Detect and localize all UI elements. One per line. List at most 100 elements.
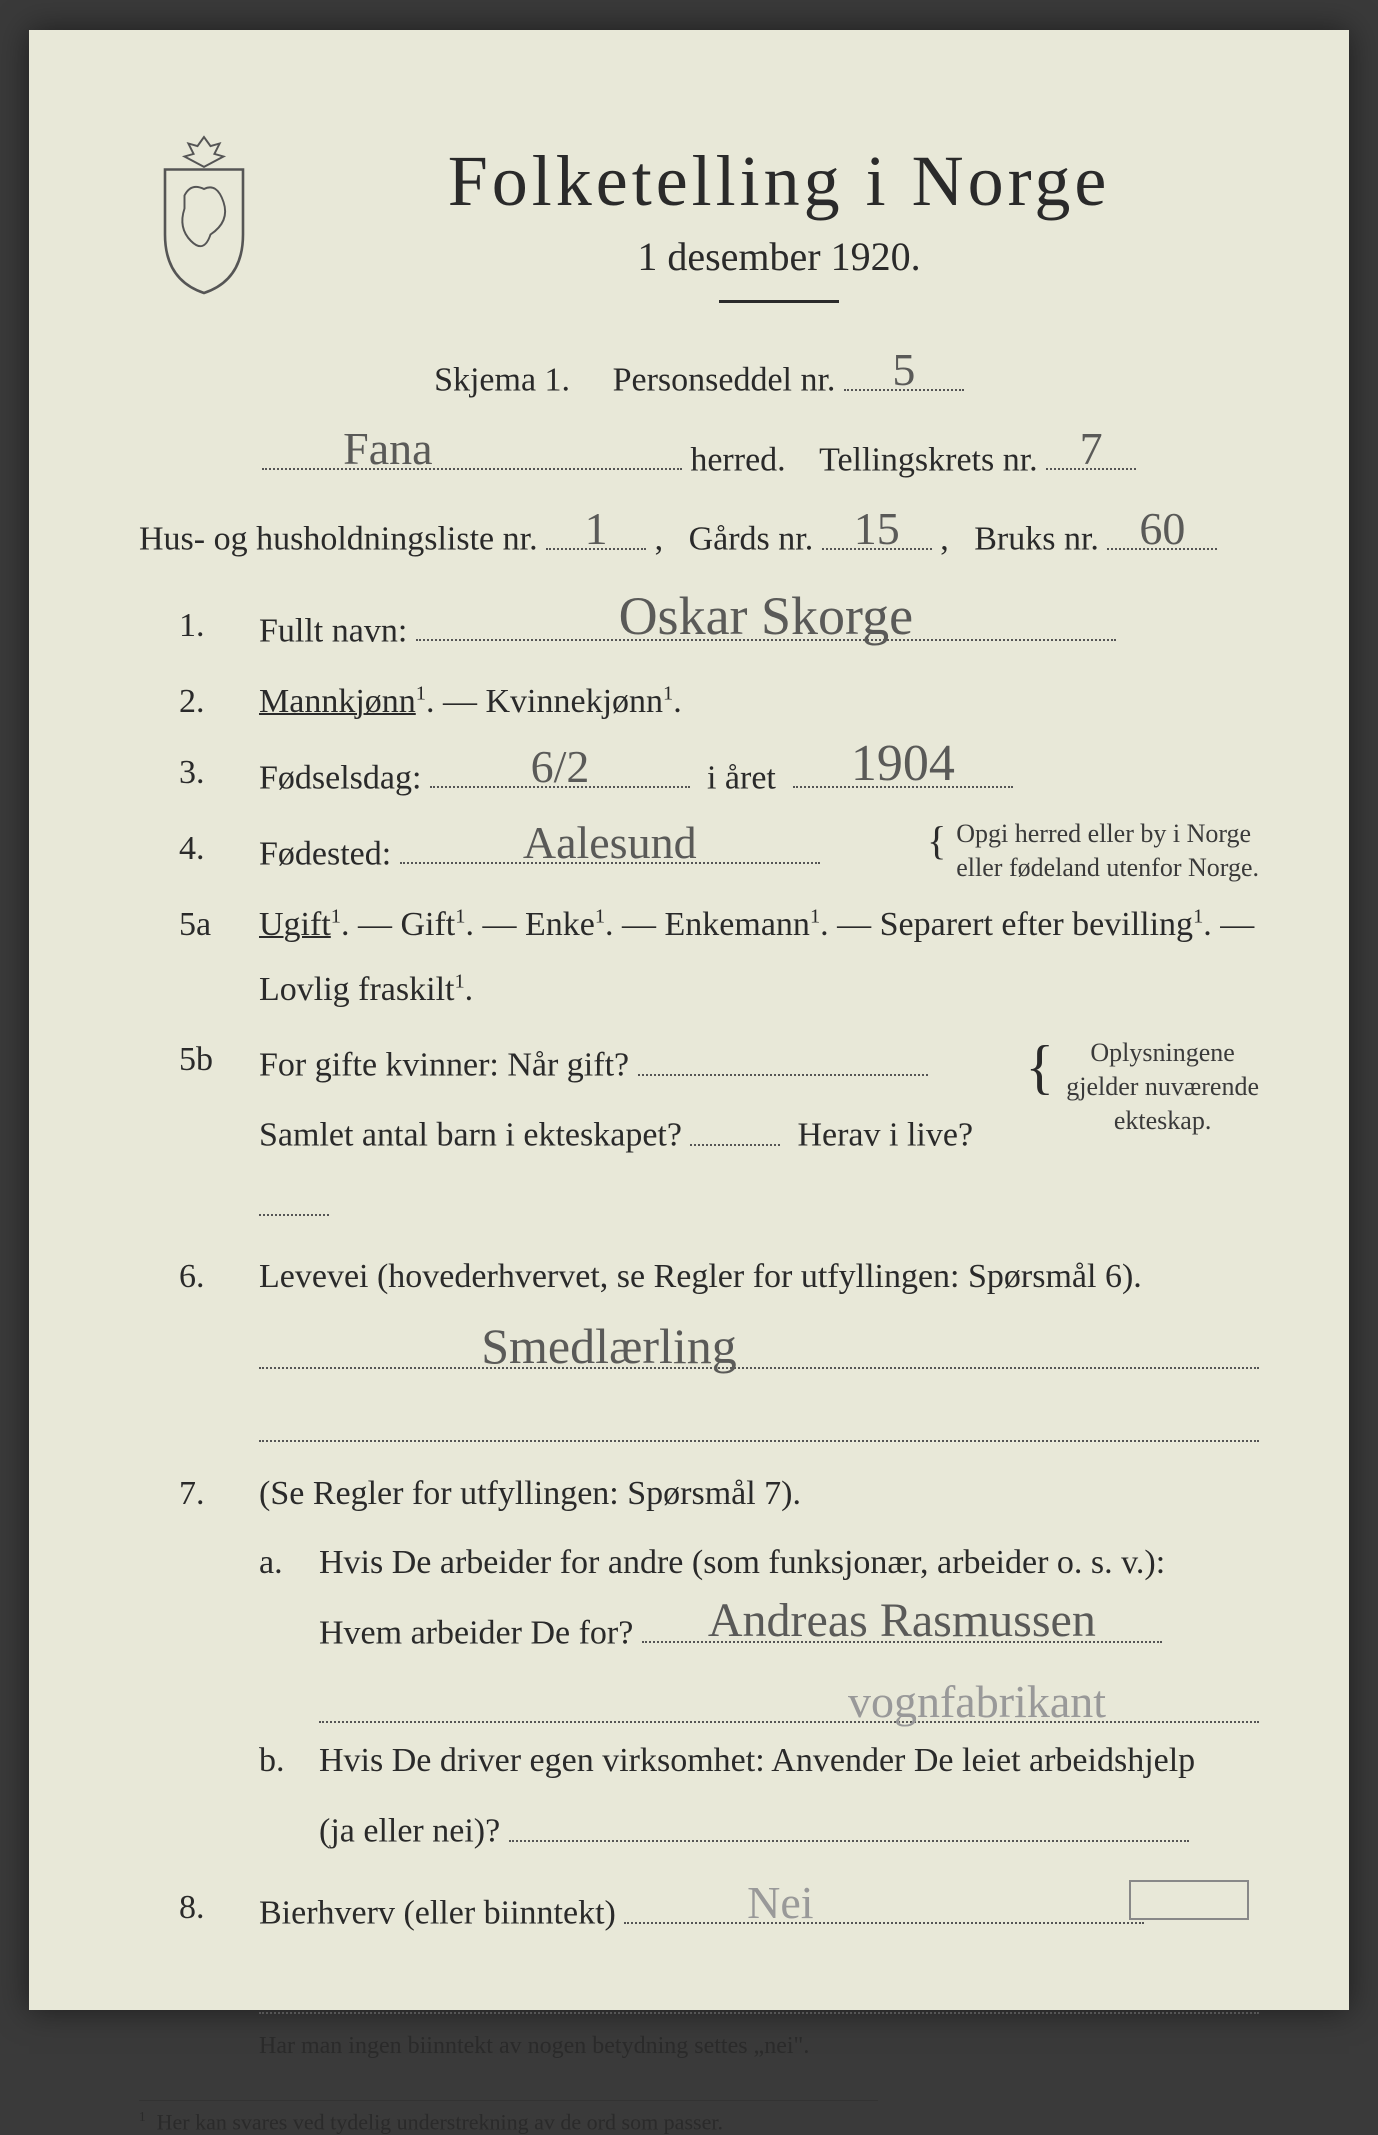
q8-value: Nei — [747, 1880, 813, 1926]
q6: 6. Levevei (hovederhvervet, se Regler fo… — [179, 1245, 1259, 1443]
archive-stamp-icon — [1129, 1880, 1249, 1920]
q7a: a. Hvis De arbeider for andre (som funks… — [259, 1531, 1259, 1723]
q7a-value2: vognfabrikant — [848, 1679, 1106, 1725]
q6-value: Smedlærling — [481, 1321, 737, 1371]
q6-label: Levevei (hovederhvervet, se Regler for u… — [259, 1258, 1142, 1295]
bruks-field: 60 — [1107, 502, 1217, 550]
q7b-num: b. — [259, 1729, 299, 1864]
tellingskrets-label: Tellingskrets nr. — [819, 441, 1038, 478]
personseddel-label: Personseddel nr. — [613, 362, 836, 399]
q2-kvinne: Kvinnekjønn — [485, 683, 663, 720]
q3-label: Fødselsdag: — [259, 759, 421, 796]
q7a-line2: Hvem arbeider De for? — [319, 1614, 633, 1651]
q4: 4. Fødested: Aalesund { Opgi herred elle… — [179, 817, 1259, 887]
q4-value: Aalesund — [523, 820, 697, 866]
q3-num: 3. — [179, 741, 239, 811]
q8-field: Nei — [624, 1876, 1144, 1924]
q5b-num: 5b — [179, 1028, 239, 1239]
q1-label: Fullt navn: — [259, 612, 407, 649]
schema-label: Skjema 1. — [434, 362, 570, 399]
q5a-gift: Gift — [400, 906, 455, 943]
bruks-label: Bruks nr. — [974, 521, 1099, 558]
tellingskrets-field: 7 — [1046, 423, 1136, 471]
q2-num: 2. — [179, 670, 239, 735]
husliste-line: Hus- og husholdningsliste nr. 1 , Gårds … — [139, 502, 1259, 574]
footnote-marker: 1 — [139, 2109, 146, 2124]
q7a-line1: Hvis De arbeider for andre (som funksjon… — [319, 1531, 1259, 1596]
title-block: Folketelling i Norge 1 desember 1920. — [299, 130, 1259, 333]
q2-mann: Mannkjønn — [259, 683, 416, 720]
personseddel-value: 5 — [892, 347, 915, 393]
q7b: b. Hvis De driver egen virksomhet: Anven… — [259, 1729, 1259, 1864]
q7b-line1: Hvis De driver egen virksomhet: Anvender… — [319, 1729, 1259, 1794]
q8-label: Bierhverv (eller biinntekt) — [259, 1895, 616, 1932]
q5b: 5b For gifte kvinner: Når gift? Samlet a… — [179, 1028, 1259, 1239]
q7-label: (Se Regler for utfyllingen: Spørsmål 7). — [259, 1475, 801, 1512]
q4-field: Aalesund — [400, 817, 820, 865]
tellingskrets-value: 7 — [1080, 426, 1103, 472]
q3-year: 1904 — [851, 738, 955, 790]
q7a-field-2: vognfabrikant — [319, 1676, 1259, 1724]
q7a-num: a. — [259, 1531, 299, 1723]
herred-field: Fana — [262, 423, 682, 471]
q4-label: Fødested: — [259, 835, 391, 872]
q5a-separert: Separert efter bevilling — [880, 906, 1193, 943]
header: Folketelling i Norge 1 desember 1920. — [139, 130, 1259, 333]
q5b-line1: For gifte kvinner: Når gift? — [259, 1047, 629, 1084]
subtitle: 1 desember 1920. — [299, 233, 1259, 280]
q7-num: 7. — [179, 1462, 239, 1870]
coat-of-arms-icon — [139, 130, 269, 300]
q5a-num: 5a — [179, 893, 239, 1022]
footnote: 1 Her kan svares ved tydelig understrekn… — [139, 2100, 878, 2135]
q3-mid: i året — [707, 759, 776, 796]
q4-num: 4. — [179, 817, 239, 887]
brace-icon: { — [1025, 1028, 1054, 1239]
q7a-field: Andreas Rasmussen — [642, 1596, 1162, 1644]
q5b-gift-field — [638, 1028, 928, 1076]
q8-note: Har man ingen biinntekt av nogen betydni… — [259, 2024, 1259, 2070]
q1-num: 1. — [179, 594, 239, 664]
q3-day: 6/2 — [531, 744, 590, 790]
q6-num: 6. — [179, 1245, 239, 1443]
herred-value: Fana — [343, 426, 432, 472]
gards-value: 15 — [854, 506, 900, 552]
herred-line: Fana herred. Tellingskrets nr. 7 — [139, 423, 1259, 495]
q5b-line2b: Herav i live? — [797, 1117, 973, 1154]
husliste-value: 1 — [585, 506, 608, 552]
q4-note: Opgi herred eller by i Norge eller fødel… — [956, 817, 1259, 885]
q5b-live-field — [259, 1169, 329, 1217]
census-form-page: Folketelling i Norge 1 desember 1920. Sk… — [29, 30, 1349, 2010]
q7a-value1: Andreas Rasmussen — [708, 1597, 1096, 1645]
main-title: Folketelling i Norge — [299, 140, 1259, 223]
q3-day-field: 6/2 — [430, 741, 690, 789]
q5a-fraskilt: Lovlig fraskilt — [259, 971, 454, 1008]
q1-value: Oskar Skorge — [619, 589, 913, 643]
husliste-field: 1 — [546, 502, 646, 550]
gards-label: Gårds nr. — [689, 521, 814, 558]
q1-field: Oskar Skorge — [416, 594, 1116, 642]
husliste-label: Hus- og husholdningsliste nr. — [139, 521, 538, 558]
q5a: 5a Ugift1. — Gift1. — Enke1. — Enkemann1… — [179, 893, 1259, 1022]
footnote-text: Her kan svares ved tydelig understreknin… — [157, 2109, 723, 2134]
title-divider — [719, 300, 839, 303]
q2: 2. Mannkjønn1. — Kvinnekjønn1. — [179, 670, 1259, 735]
bruks-value: 60 — [1139, 506, 1185, 552]
q5b-barn-field — [690, 1098, 780, 1146]
q3: 3. Fødselsdag: 6/2 i året 1904 — [179, 741, 1259, 811]
q5a-ugift: Ugift — [259, 906, 331, 943]
schema-line: Skjema 1. Personseddel nr. 5 — [139, 343, 1259, 415]
gards-field: 15 — [822, 502, 932, 550]
personseddel-field: 5 — [844, 343, 964, 391]
q8-num: 8. — [179, 1876, 239, 2069]
questions: 1. Fullt navn: Oskar Skorge 2. Mannkjønn… — [139, 594, 1259, 2070]
q5b-note: Oplysningene gjelder nuværende ekteskap. — [1066, 1028, 1259, 1239]
q7b-field — [509, 1794, 1189, 1842]
herred-label: herred. — [690, 441, 785, 478]
q6-field-2 — [259, 1395, 1259, 1443]
q5b-line2a: Samlet antal barn i ekteskapet? — [259, 1117, 682, 1154]
q8: 8. Bierhverv (eller biinntekt) Nei Har m… — [179, 1876, 1259, 2069]
brace-icon: { — [927, 817, 946, 859]
q8-field-2 — [259, 1966, 1259, 2014]
q7b-line2: (ja eller nei)? — [319, 1813, 500, 1850]
q1: 1. Fullt navn: Oskar Skorge — [179, 594, 1259, 664]
